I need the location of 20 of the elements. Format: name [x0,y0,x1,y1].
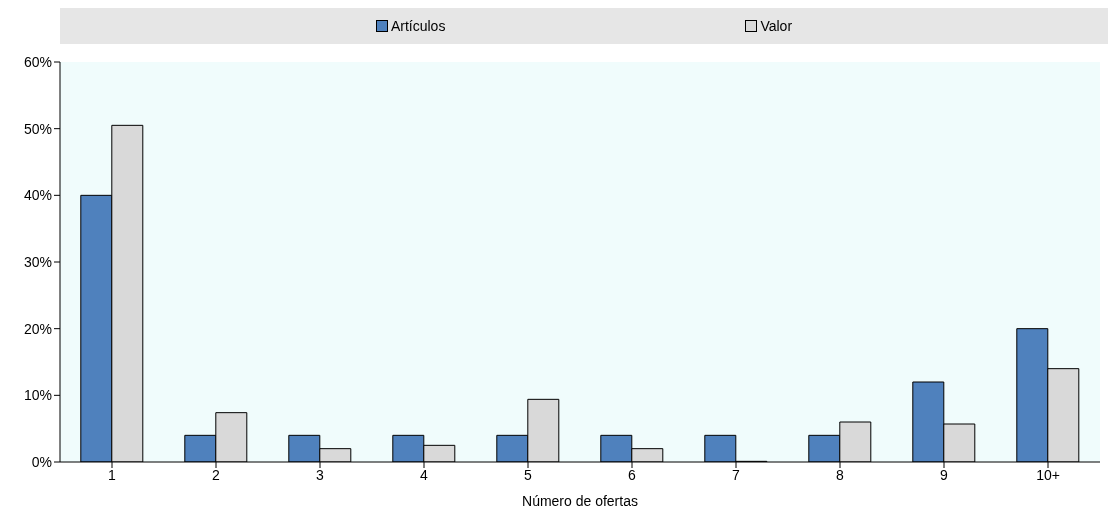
legend-label: Valor [759,18,793,34]
x-tick-label: 2 [212,466,221,483]
x-tick-label: 3 [316,466,325,483]
x-axis-title: Número de ofertas [522,493,638,509]
x-tick-label: 7 [732,466,741,483]
x-tick-label: 5 [524,466,533,483]
y-tick-label: 10% [23,387,52,404]
y-tick-label: 50% [23,120,52,137]
y-tick-label: 30% [23,253,52,270]
x-tick-label: 9 [940,466,949,483]
legend-label: Artículos [389,18,446,34]
y-tick-label: 60% [23,53,52,70]
x-tick-label: 4 [420,466,429,483]
y-tick-label: 20% [23,320,52,337]
x-tick-label: 6 [628,466,637,483]
x-tick-label: 10+ [1036,466,1060,483]
y-tick-label: 0% [31,453,52,470]
y-tick-label: 40% [23,187,52,204]
x-tick-label: 8 [836,466,845,483]
x-tick-label: 1 [108,466,117,483]
